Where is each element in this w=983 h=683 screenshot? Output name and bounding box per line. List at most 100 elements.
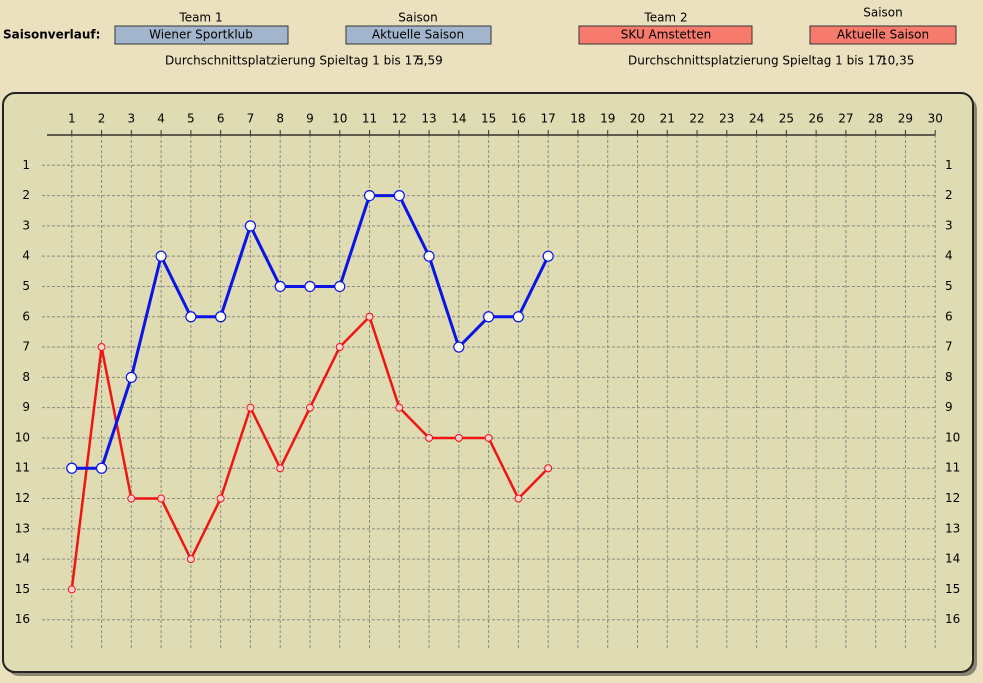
select-text: Aktuelle Saison (372, 28, 464, 42)
y-tick-label: 7 (945, 340, 953, 354)
point (484, 433, 493, 442)
y-tick-label: 5 (22, 279, 30, 293)
point (512, 311, 524, 323)
x-tick-label: 6 (217, 112, 225, 126)
point (216, 494, 225, 503)
y-tick-label: 13 (15, 521, 30, 535)
team2-label: Team 2 (643, 11, 687, 25)
point (514, 494, 523, 503)
x-tick-label: 20 (630, 112, 645, 126)
y-tick-label: 1 (945, 158, 953, 172)
y-tick-label: 10 (945, 430, 960, 444)
x-tick-label: 5 (187, 112, 195, 126)
select-text: SKU Amstetten (621, 28, 711, 42)
x-tick-label: 30 (928, 112, 943, 126)
y-tick-label: 5 (945, 279, 953, 293)
y-tick-label: 14 (945, 552, 960, 566)
y-tick-label: 2 (945, 188, 953, 202)
label: Saisonverlauf: (3, 28, 100, 42)
x-tick-label: 3 (128, 112, 136, 126)
point (127, 494, 136, 503)
point (125, 371, 137, 383)
y-tick-label: 8 (22, 370, 30, 384)
x-tick-label: 1 (68, 112, 76, 126)
x-tick-label: 24 (749, 112, 764, 126)
point (454, 433, 463, 442)
point (365, 312, 374, 321)
point (186, 555, 195, 564)
select-box (809, 25, 957, 45)
x-tick-label: 25 (779, 112, 794, 126)
y-tick-label: 8 (945, 370, 953, 384)
y-tick-label: 15 (15, 582, 30, 596)
y-tick-label: 4 (945, 249, 953, 263)
y-tick-label: 4 (22, 249, 30, 263)
x-tick-label: 12 (392, 112, 407, 126)
team1-label: Team 1 (178, 11, 222, 25)
average-label: Durchschnittsplatzierung Spieltag 1 bis … (165, 54, 424, 68)
point (304, 280, 316, 293)
point (157, 494, 166, 503)
y-tick-label: 1 (22, 158, 30, 172)
point (393, 189, 405, 202)
x-tick-label: 17 (541, 112, 556, 126)
select-text: Aktuelle Saison (837, 28, 929, 42)
chart-panel (2, 92, 974, 673)
x-tick-label: 15 (481, 112, 496, 126)
y-tick-label: 6 (22, 309, 30, 323)
point (67, 585, 76, 594)
season1-label: Saison (398, 11, 438, 25)
point (423, 250, 435, 262)
x-tick-label: 21 (660, 112, 675, 126)
x-tick-label: 7 (247, 112, 255, 126)
x-tick-label: 29 (898, 112, 913, 126)
average-value: 10,35 (880, 54, 914, 68)
y-tick-label: 16 (945, 612, 960, 626)
point (544, 464, 553, 473)
x-tick-label: 27 (838, 112, 853, 126)
x-tick-label: 2 (98, 112, 106, 126)
team1-select[interactable]: Wiener Sportklub (114, 25, 289, 45)
average-label: Durchschnittsplatzierung Spieltag 1 bis … (628, 54, 887, 68)
x-tick-label: 9 (306, 112, 314, 126)
x-tick-label: 22 (689, 112, 704, 126)
plot: 1 2 3 4 5 6 7 8 9 10 11 12 13 14 15 16 17 18 19 20 21 22 23 24 2… (15, 112, 960, 650)
select-box (578, 25, 753, 45)
point (185, 311, 197, 323)
point (483, 311, 495, 323)
point (395, 403, 404, 412)
y-tick-label: 7 (22, 340, 30, 354)
point (215, 311, 227, 323)
season2-select[interactable]: Aktuelle Saison (809, 25, 957, 45)
point (155, 250, 167, 262)
y-tick-label: 11 (945, 461, 960, 475)
point (425, 433, 434, 442)
y-tick-label: 16 (15, 612, 30, 626)
season2-label: Saison (863, 6, 903, 20)
select-box (345, 25, 492, 45)
y-tick-label: 11 (15, 461, 30, 475)
x-tick-label: 16 (511, 112, 526, 126)
y-tick-label: 15 (945, 582, 960, 596)
point (363, 189, 376, 202)
x-tick-label: 28 (868, 112, 883, 126)
point (274, 280, 286, 293)
x-tick-label: 4 (157, 112, 165, 126)
point (95, 462, 108, 474)
y-tick-label: 10 (15, 430, 30, 444)
y-tick-label: 3 (945, 218, 953, 232)
y-tick-label: 12 (15, 491, 30, 505)
x-tick-label: 19 (600, 112, 615, 126)
point (542, 250, 554, 262)
y-tick-label: 6 (945, 309, 953, 323)
x-tick-label: 10 (332, 112, 347, 126)
season1-select[interactable]: Aktuelle Saison (345, 25, 492, 45)
y-tick-label: 2 (22, 188, 30, 202)
select-box (114, 25, 289, 45)
point (66, 462, 78, 474)
team2-select[interactable]: SKU Amstetten (578, 25, 753, 45)
point (276, 464, 285, 473)
point (244, 220, 257, 232)
y-tick-label: 14 (15, 552, 30, 566)
